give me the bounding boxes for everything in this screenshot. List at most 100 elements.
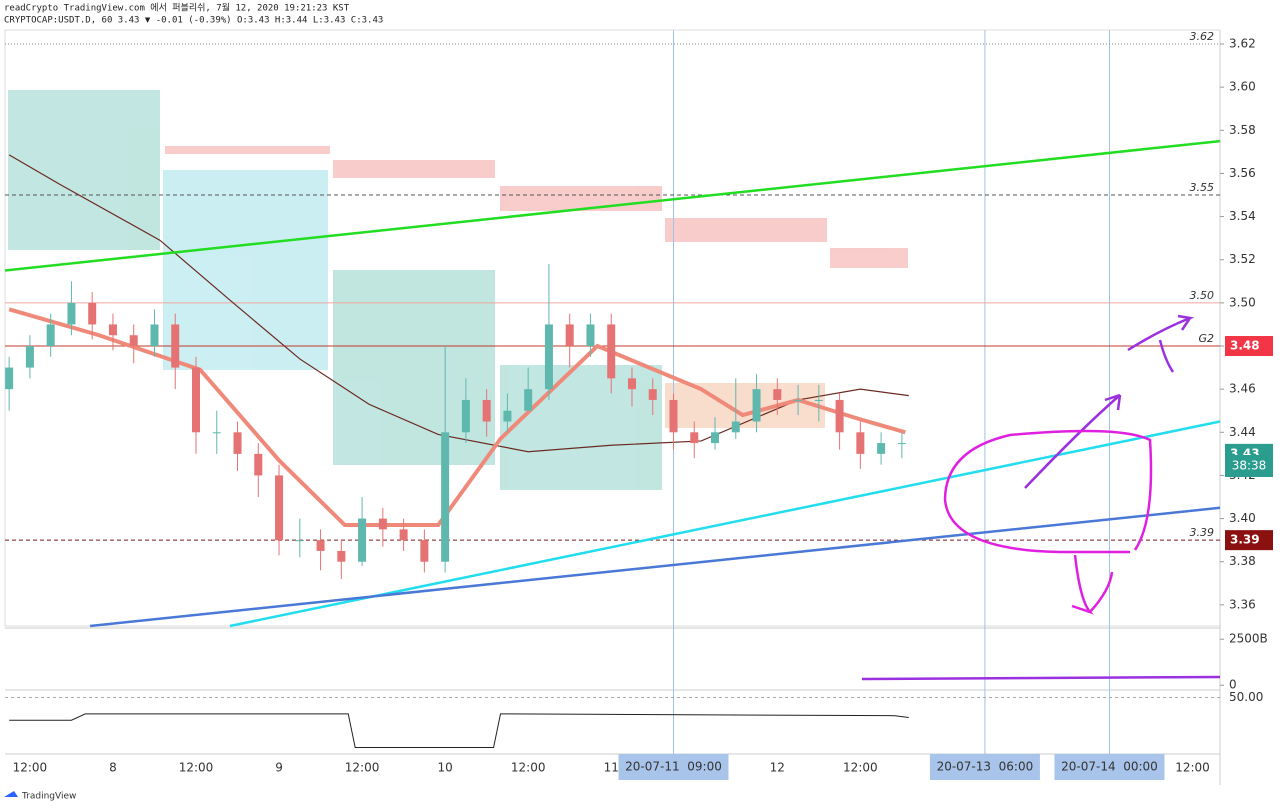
candle-body (482, 399, 491, 422)
y-tick-label: 3.40 (1229, 511, 1256, 525)
x-tick-label: 11 (604, 761, 619, 775)
y-tick-label: 3.62 (1229, 37, 1256, 51)
x-tick-label: 12:00 (843, 761, 878, 775)
hand-drawings (861, 314, 1221, 681)
chart-subtitle: CRYPTOCAP:USDT.D, 60 3.43 ▼ -0.01 (-0.39… (4, 16, 383, 26)
logo (4, 791, 18, 797)
x-tick-label: 12 (770, 761, 785, 775)
date-badge (929, 754, 1040, 780)
candle-body (150, 324, 159, 347)
candle-body (565, 324, 574, 347)
price-badge-label: 3.48 (1230, 339, 1260, 353)
resistance-box (165, 146, 330, 154)
cloud-box (333, 270, 495, 465)
cloud-box (500, 365, 662, 490)
resistance-box (333, 160, 495, 178)
cloud-box (8, 90, 160, 250)
candle-body (212, 432, 221, 434)
candle-body (524, 389, 533, 411)
drawn-circle (943, 429, 1153, 554)
level-label: 3.62 (1190, 30, 1215, 43)
y-tick-label: 3.38 (1229, 554, 1256, 568)
candle-body (254, 453, 263, 476)
candle-body (897, 443, 906, 445)
candle-body (25, 346, 34, 368)
candle-body (378, 518, 387, 530)
level-label: 3.50 (1190, 289, 1215, 302)
x-tick-label: 12:00 (345, 761, 380, 775)
candle-body (295, 540, 304, 542)
countdown: 38:38 (1232, 459, 1267, 473)
volume-tick-label: 0 (1229, 678, 1237, 692)
y-tick-label: 3.58 (1229, 123, 1256, 137)
price-badge (1225, 336, 1273, 357)
x-tick-label: 12:00 (179, 761, 214, 775)
date-label: 20-07-14 00:00 (1061, 760, 1158, 774)
candle-body (669, 399, 678, 433)
countdown-badge (1225, 455, 1273, 477)
drawn-line (861, 675, 1221, 681)
candle-body (711, 432, 720, 444)
x-tick-label: 12:00 (1175, 761, 1210, 775)
x-tick-label: 10 (437, 761, 452, 775)
chart-title: readCrypto TradingView.com 에서 퍼블리쉬, 7월 1… (4, 2, 350, 14)
candle-body (794, 399, 803, 401)
drawn-arrow (1071, 554, 1114, 615)
candle-body (461, 399, 470, 433)
x-tick-label: 12:00 (13, 761, 48, 775)
price-badge (1225, 530, 1273, 551)
candle-body (731, 421, 740, 433)
candle-body (586, 324, 595, 347)
candle-body (46, 324, 55, 347)
candle-body (877, 443, 886, 454)
candle-body (171, 324, 180, 368)
candle-body (627, 378, 636, 390)
candle-body (441, 432, 450, 562)
level-label: 3.55 (1190, 181, 1215, 194)
x-tick-label: 12:00 (511, 761, 546, 775)
level-label: G2 (1198, 332, 1214, 345)
candle-body (752, 389, 761, 422)
y-tick-label: 3.56 (1229, 166, 1256, 180)
y-tick-label: 3.54 (1229, 209, 1256, 223)
candle-body (108, 324, 117, 336)
price-badge-label: 3.39 (1230, 533, 1260, 547)
y-tick-label: 3.36 (1229, 597, 1256, 611)
candle-body (399, 529, 408, 541)
y-tick-label: 3.44 (1229, 425, 1256, 439)
line (89, 506, 1221, 628)
candle-body (648, 389, 657, 400)
candle-body (856, 432, 865, 454)
pane-frames (4, 29, 1221, 785)
plot: 12:00 8 12:00 9 12:00 10 12:00 11 12 12:00 12:00 20… (4, 30, 1273, 780)
candle-body (192, 367, 201, 433)
candle-body (690, 432, 699, 444)
resistance-box (500, 186, 662, 211)
candle-body (316, 540, 325, 551)
drawn-arrow (1024, 393, 1122, 489)
footer: TradingView (21, 792, 76, 802)
resistance-box (830, 248, 908, 268)
candle-body (814, 399, 823, 401)
x-tick-label: 8 (109, 761, 117, 775)
candle-body (607, 324, 616, 379)
candle-body (420, 540, 429, 562)
candle-body (233, 432, 242, 454)
candle-body (5, 367, 14, 390)
candle-body (544, 324, 553, 390)
date-badge (618, 754, 729, 780)
date-label: 20-07-13 06:00 (937, 760, 1034, 774)
osc-line (9, 713, 909, 748)
y-tick-label: 3.52 (1229, 252, 1256, 266)
drawn-arrow (1127, 314, 1195, 373)
cloud-box (163, 170, 328, 370)
x-tick-label: 9 (275, 761, 283, 775)
candle-body (503, 410, 512, 422)
volume-tick-label: 2500B (1229, 632, 1268, 646)
candle-body (358, 518, 367, 562)
level-label: 3.39 (1190, 526, 1215, 539)
y-tick-label: 3.50 (1229, 295, 1256, 309)
date-badge (1054, 754, 1165, 780)
